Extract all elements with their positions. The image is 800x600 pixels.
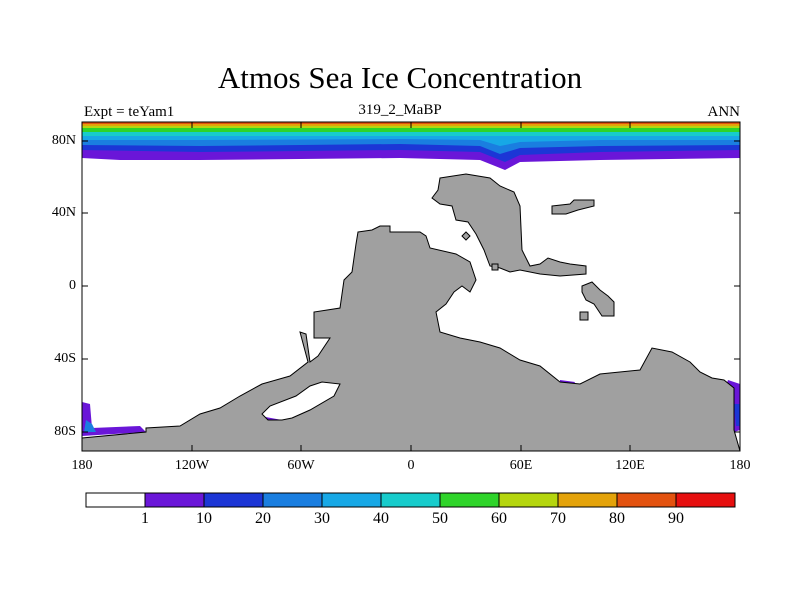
colorbar-label-30: 30 [314,510,330,527]
xtick-0: 0 [407,458,415,473]
island-small [579,311,589,321]
colorbar-label-10: 10 [196,510,212,527]
ytick-80n: 80N [51,133,76,148]
colorbar-label-70: 70 [550,510,566,527]
colorbar-box-5 [380,492,441,508]
colorbar-box-3 [262,492,323,508]
xtick-180w: 180 [71,458,93,473]
colorbar-box-6 [439,492,500,508]
colorbar-label-1: 1 [141,510,149,527]
xtick-120w: 120W [174,458,210,473]
colorbar-label-50: 50 [432,510,448,527]
colorbar-box-1 [144,492,205,508]
colorbar-label-60: 60 [491,510,507,527]
ytick-0: 0 [69,278,76,293]
xtick-60w: 60W [287,458,315,473]
colorbar [85,492,736,508]
colorbar-box-10 [675,492,736,508]
ytick-80s: 80S [54,424,76,439]
colorbar-label-80: 80 [609,510,625,527]
plot-area [82,122,740,451]
main-continent [82,225,740,451]
colorbar-box-2 [203,492,264,508]
season-label: ANN [707,104,741,120]
colorbar-box-0 [85,492,146,508]
axis-ticks [82,122,740,451]
colorbar-box-9 [616,492,677,508]
arctic-sea-ice [82,122,740,170]
landmasses [82,173,740,451]
colorbar-box-4 [321,492,382,508]
xtick-180e: 180 [729,458,751,473]
ytick-40n: 40N [51,205,76,220]
experiment-label: Expt = teYam1 [84,104,175,120]
map-title: Atmos Sea Ice Concentration [217,60,583,95]
xtick-120e: 120E [615,458,645,473]
island-tiny [491,263,499,271]
ytick-40s: 40S [54,351,76,366]
xtick-60e: 60E [509,458,533,473]
colorbar-label-40: 40 [373,510,389,527]
arabia-asia-landmass [431,173,587,277]
colorbar-label-90: 90 [668,510,684,527]
period-label: 319_2_MaBP [358,102,442,118]
island-east [551,199,595,215]
colorbar-box-7 [498,492,559,508]
colorbar-box-8 [557,492,618,508]
island-archipelago [581,281,615,317]
colorbar-label-20: 20 [255,510,271,527]
